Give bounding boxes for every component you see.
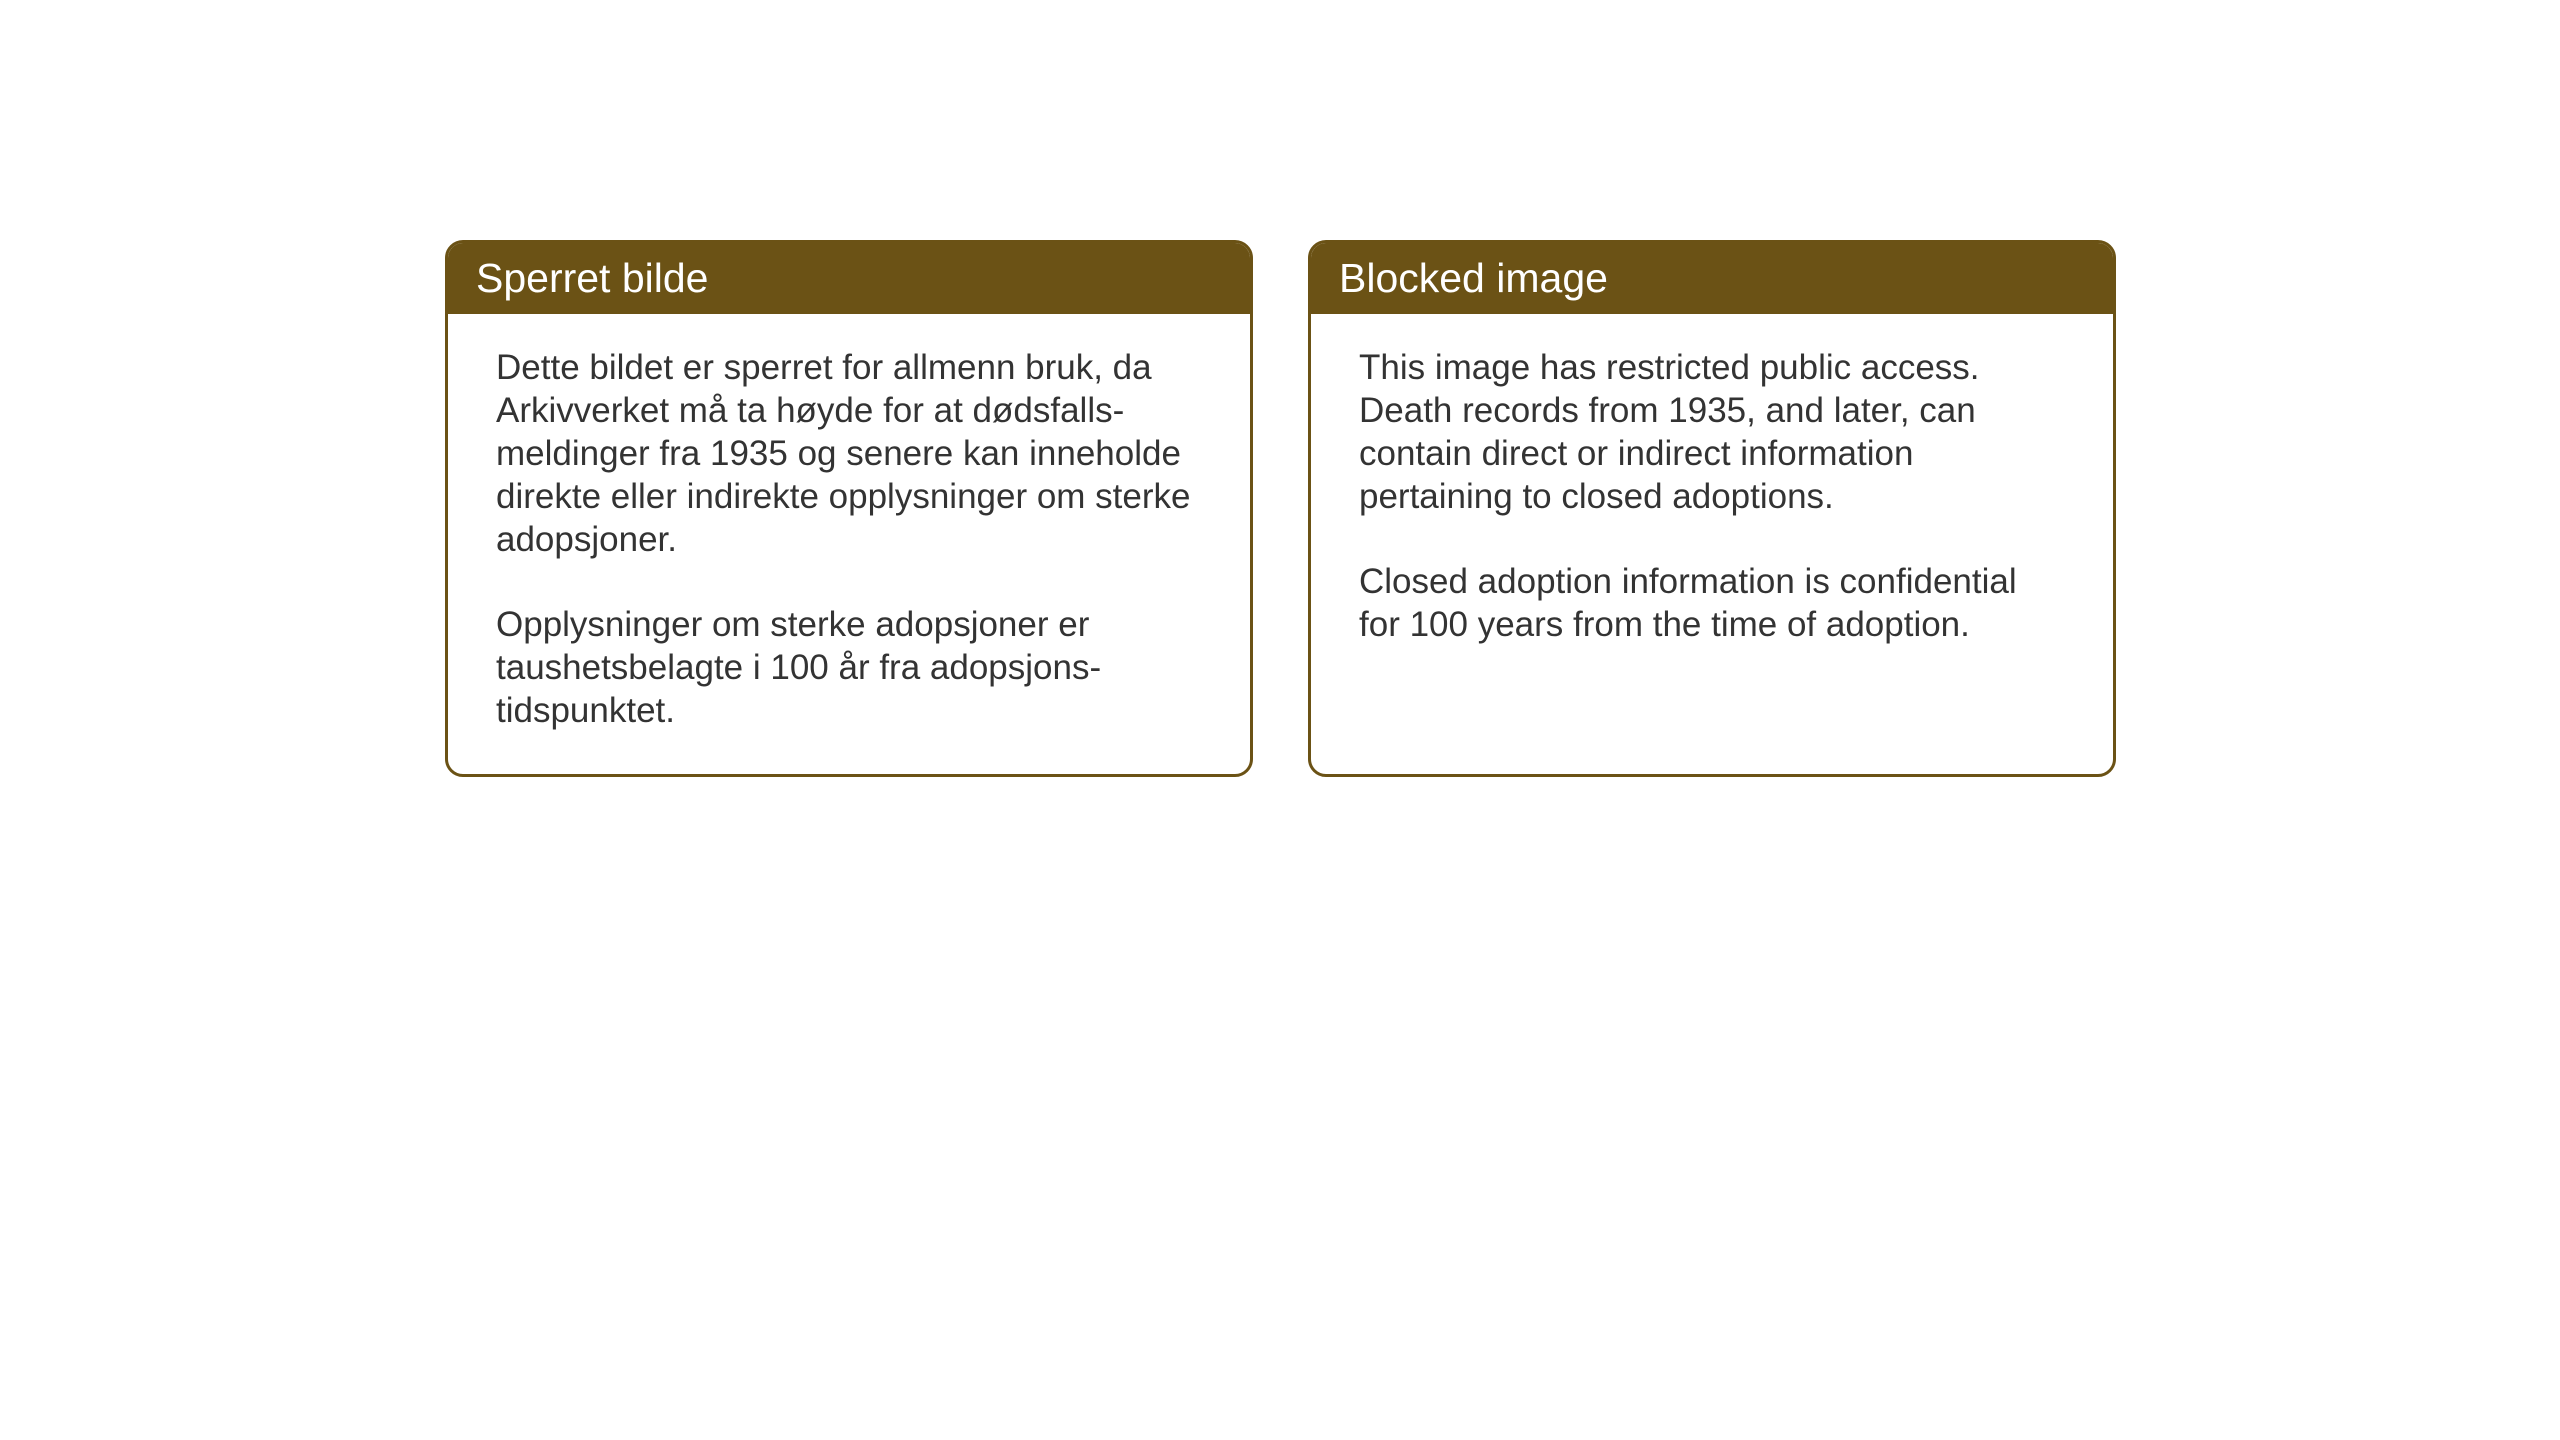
notice-card-norwegian: Sperret bilde Dette bildet er sperret fo… <box>445 240 1253 777</box>
notice-card-english: Blocked image This image has restricted … <box>1308 240 2116 777</box>
card-body-norwegian: Dette bildet er sperret for allmenn bruk… <box>448 314 1250 774</box>
card-paragraph-2-english: Closed adoption information is confident… <box>1359 560 2065 646</box>
card-title-norwegian: Sperret bilde <box>476 255 708 301</box>
card-header-english: Blocked image <box>1311 243 2113 314</box>
card-paragraph-2-norwegian: Opplysninger om sterke adopsjoner er tau… <box>496 603 1202 732</box>
card-header-norwegian: Sperret bilde <box>448 243 1250 314</box>
card-paragraph-1-english: This image has restricted public access.… <box>1359 346 2065 518</box>
card-body-english: This image has restricted public access.… <box>1311 314 2113 688</box>
card-title-english: Blocked image <box>1339 255 1608 301</box>
card-paragraph-1-norwegian: Dette bildet er sperret for allmenn bruk… <box>496 346 1202 561</box>
notice-container: Sperret bilde Dette bildet er sperret fo… <box>445 240 2116 777</box>
